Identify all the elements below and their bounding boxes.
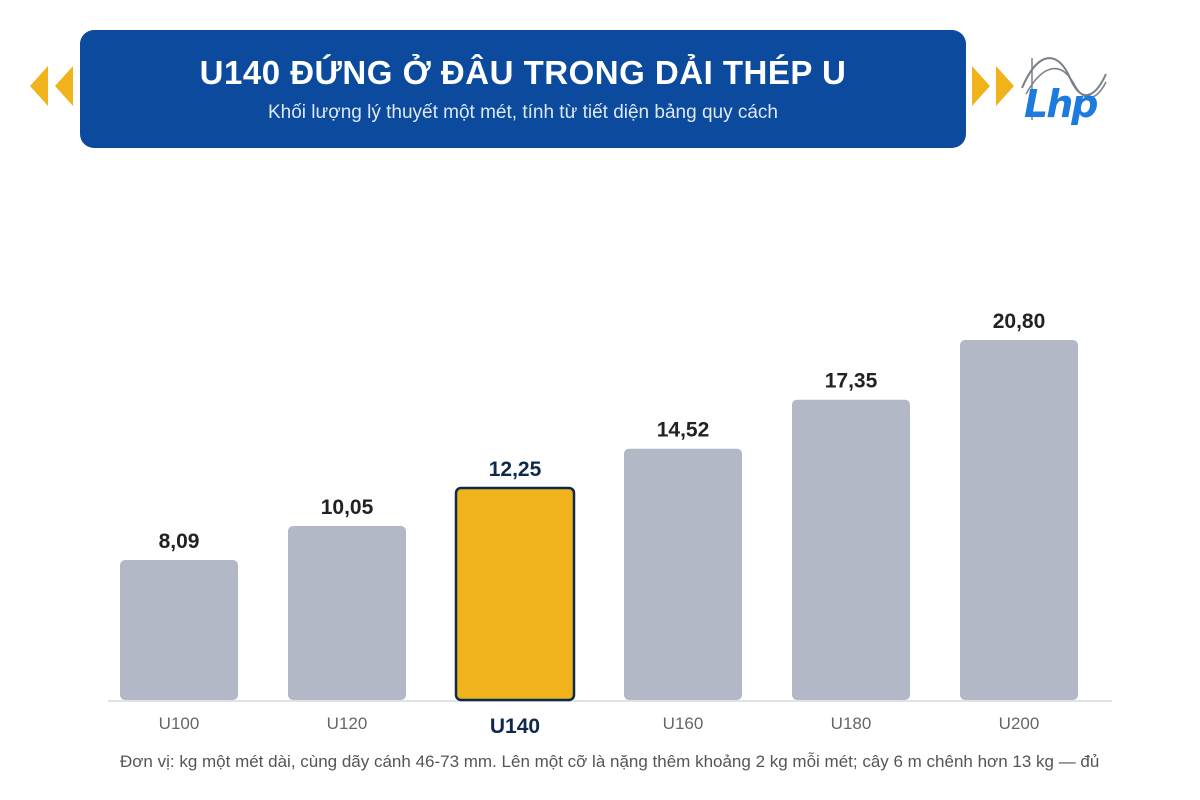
- right-arrow-icon: [996, 66, 1014, 106]
- left-arrow-icon: [30, 66, 48, 106]
- bar-u180: [792, 399, 910, 700]
- value-label-u180: 17,35: [825, 370, 878, 393]
- value-label-u140: 12,25: [489, 458, 542, 481]
- bar-u140: [454, 486, 576, 702]
- tick-label-u140: U140: [490, 715, 540, 738]
- logo-text: Lhp: [1024, 82, 1098, 126]
- tick-label-u100: U100: [159, 714, 200, 733]
- lhp-logo-icon: [1021, 57, 1107, 120]
- bar-u120: [288, 526, 406, 700]
- bar-u160: [624, 448, 742, 700]
- tick-label-u200: U200: [999, 714, 1040, 733]
- value-label-u200: 20,80: [993, 310, 1046, 333]
- chart-subtitle: Khối lượng lý thuyết một mét, tính từ ti…: [267, 102, 778, 123]
- bar-u200: [960, 340, 1078, 700]
- right-arrow-icon: [972, 66, 990, 106]
- chart-title: U140 ĐỨNG Ở ĐÂU TRONG DẢI THÉP U: [199, 54, 847, 91]
- footnote: Đơn vị: kg một mét dài, cùng dãy cánh 46…: [120, 752, 1100, 771]
- value-label-u100: 8,09: [159, 530, 200, 553]
- tick-label-u160: U160: [663, 714, 704, 733]
- tick-label-u180: U180: [831, 714, 872, 733]
- tick-label-u120: U120: [327, 714, 368, 733]
- value-label-u120: 10,05: [321, 496, 374, 519]
- left-arrow-icon: [55, 66, 73, 106]
- value-label-u160: 14,52: [657, 419, 710, 442]
- bar-u100: [120, 559, 238, 700]
- chart-header: U140 ĐỨNG Ở ĐÂU TRONG DẢI THÉP U Khối lư…: [80, 30, 966, 148]
